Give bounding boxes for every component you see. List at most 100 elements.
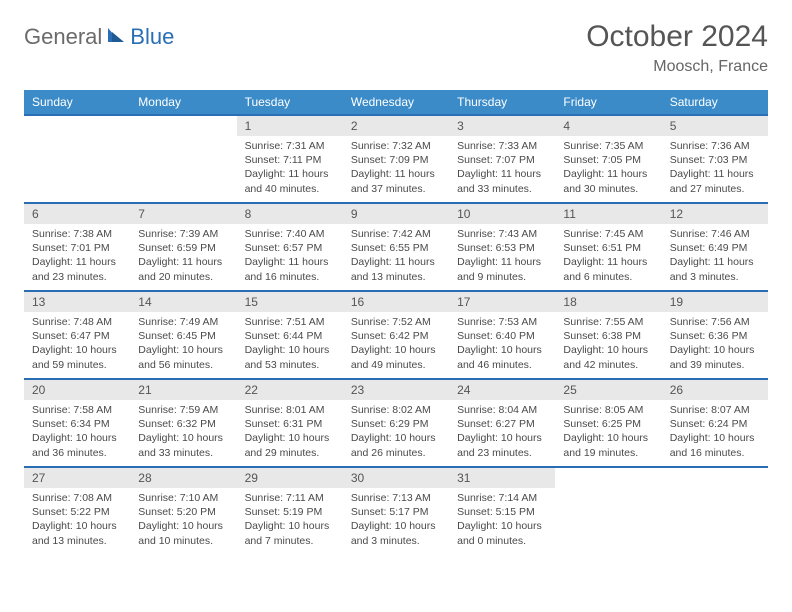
day-body: Sunrise: 7:55 AMSunset: 6:38 PMDaylight:… bbox=[555, 312, 661, 378]
day-body: Sunrise: 7:42 AMSunset: 6:55 PMDaylight:… bbox=[343, 224, 449, 290]
day-line: Sunset: 7:01 PM bbox=[32, 241, 122, 255]
day-number: 8 bbox=[237, 204, 343, 224]
day-cell: 1Sunrise: 7:31 AMSunset: 7:11 PMDaylight… bbox=[237, 115, 343, 203]
day-cell: 3Sunrise: 7:33 AMSunset: 7:07 PMDaylight… bbox=[449, 115, 555, 203]
day-number: 25 bbox=[555, 380, 661, 400]
day-number: 20 bbox=[24, 380, 130, 400]
title-block: October 2024 Moosch, France bbox=[586, 20, 768, 76]
week-row: 1Sunrise: 7:31 AMSunset: 7:11 PMDaylight… bbox=[24, 115, 768, 203]
day-line: Daylight: 10 hours bbox=[563, 343, 653, 357]
day-line: and 53 minutes. bbox=[245, 358, 335, 372]
logo-sail-icon bbox=[106, 26, 126, 49]
day-line: and 16 minutes. bbox=[245, 270, 335, 284]
day-body: Sunrise: 7:56 AMSunset: 6:36 PMDaylight:… bbox=[662, 312, 768, 378]
day-line: Daylight: 11 hours bbox=[457, 167, 547, 181]
day-line: Daylight: 10 hours bbox=[457, 343, 547, 357]
day-line: Daylight: 10 hours bbox=[138, 431, 228, 445]
day-line: Sunrise: 7:43 AM bbox=[457, 227, 547, 241]
day-line: and 33 minutes. bbox=[138, 446, 228, 460]
day-body: Sunrise: 7:48 AMSunset: 6:47 PMDaylight:… bbox=[24, 312, 130, 378]
day-body: Sunrise: 7:35 AMSunset: 7:05 PMDaylight:… bbox=[555, 136, 661, 202]
day-body: Sunrise: 7:43 AMSunset: 6:53 PMDaylight:… bbox=[449, 224, 555, 290]
day-cell: 13Sunrise: 7:48 AMSunset: 6:47 PMDayligh… bbox=[24, 291, 130, 379]
day-line: Daylight: 10 hours bbox=[245, 343, 335, 357]
day-line: Sunrise: 7:08 AM bbox=[32, 491, 122, 505]
day-header: Wednesday bbox=[343, 90, 449, 115]
day-cell: 27Sunrise: 7:08 AMSunset: 5:22 PMDayligh… bbox=[24, 467, 130, 555]
day-line: Daylight: 10 hours bbox=[670, 431, 760, 445]
day-line: Daylight: 11 hours bbox=[245, 255, 335, 269]
day-line: Sunrise: 7:58 AM bbox=[32, 403, 122, 417]
day-line: Sunrise: 8:04 AM bbox=[457, 403, 547, 417]
day-number: 1 bbox=[237, 116, 343, 136]
day-line: Sunrise: 8:05 AM bbox=[563, 403, 653, 417]
day-cell: 25Sunrise: 8:05 AMSunset: 6:25 PMDayligh… bbox=[555, 379, 661, 467]
day-line: and 3 minutes. bbox=[351, 534, 441, 548]
day-line: Sunset: 6:51 PM bbox=[563, 241, 653, 255]
day-header: Tuesday bbox=[237, 90, 343, 115]
day-line: Sunrise: 7:10 AM bbox=[138, 491, 228, 505]
day-number: 14 bbox=[130, 292, 236, 312]
day-line: and 33 minutes. bbox=[457, 182, 547, 196]
day-number: 18 bbox=[555, 292, 661, 312]
day-line: Daylight: 11 hours bbox=[670, 255, 760, 269]
day-line: Daylight: 11 hours bbox=[670, 167, 760, 181]
day-cell: 15Sunrise: 7:51 AMSunset: 6:44 PMDayligh… bbox=[237, 291, 343, 379]
day-line: Daylight: 10 hours bbox=[138, 519, 228, 533]
day-line: Sunset: 6:49 PM bbox=[670, 241, 760, 255]
day-cell: 14Sunrise: 7:49 AMSunset: 6:45 PMDayligh… bbox=[130, 291, 236, 379]
day-body: Sunrise: 8:01 AMSunset: 6:31 PMDaylight:… bbox=[237, 400, 343, 466]
day-cell: 11Sunrise: 7:45 AMSunset: 6:51 PMDayligh… bbox=[555, 203, 661, 291]
day-line: Sunrise: 7:51 AM bbox=[245, 315, 335, 329]
day-number: 17 bbox=[449, 292, 555, 312]
day-body: Sunrise: 7:32 AMSunset: 7:09 PMDaylight:… bbox=[343, 136, 449, 202]
day-line: Sunrise: 7:59 AM bbox=[138, 403, 228, 417]
day-cell: 7Sunrise: 7:39 AMSunset: 6:59 PMDaylight… bbox=[130, 203, 236, 291]
day-body: Sunrise: 8:05 AMSunset: 6:25 PMDaylight:… bbox=[555, 400, 661, 466]
day-line: and 40 minutes. bbox=[245, 182, 335, 196]
day-line: Sunrise: 7:52 AM bbox=[351, 315, 441, 329]
day-body: Sunrise: 7:46 AMSunset: 6:49 PMDaylight:… bbox=[662, 224, 768, 290]
calendar-table: SundayMondayTuesdayWednesdayThursdayFrid… bbox=[24, 90, 768, 555]
day-number bbox=[130, 116, 236, 136]
day-body bbox=[130, 136, 236, 145]
day-line: Daylight: 10 hours bbox=[351, 431, 441, 445]
day-header: Monday bbox=[130, 90, 236, 115]
day-line: Daylight: 10 hours bbox=[563, 431, 653, 445]
day-body: Sunrise: 7:59 AMSunset: 6:32 PMDaylight:… bbox=[130, 400, 236, 466]
day-line: and 49 minutes. bbox=[351, 358, 441, 372]
day-body: Sunrise: 7:53 AMSunset: 6:40 PMDaylight:… bbox=[449, 312, 555, 378]
day-body: Sunrise: 7:33 AMSunset: 7:07 PMDaylight:… bbox=[449, 136, 555, 202]
day-number: 15 bbox=[237, 292, 343, 312]
day-cell bbox=[555, 467, 661, 555]
day-line: Daylight: 11 hours bbox=[138, 255, 228, 269]
day-cell: 6Sunrise: 7:38 AMSunset: 7:01 PMDaylight… bbox=[24, 203, 130, 291]
day-line: Daylight: 10 hours bbox=[457, 519, 547, 533]
day-body: Sunrise: 7:49 AMSunset: 6:45 PMDaylight:… bbox=[130, 312, 236, 378]
day-body: Sunrise: 7:08 AMSunset: 5:22 PMDaylight:… bbox=[24, 488, 130, 554]
day-line: Sunset: 5:15 PM bbox=[457, 505, 547, 519]
day-line: and 23 minutes. bbox=[32, 270, 122, 284]
day-header-row: SundayMondayTuesdayWednesdayThursdayFrid… bbox=[24, 90, 768, 115]
day-number: 31 bbox=[449, 468, 555, 488]
day-line: and 30 minutes. bbox=[563, 182, 653, 196]
day-cell bbox=[662, 467, 768, 555]
day-cell: 19Sunrise: 7:56 AMSunset: 6:36 PMDayligh… bbox=[662, 291, 768, 379]
day-body: Sunrise: 7:58 AMSunset: 6:34 PMDaylight:… bbox=[24, 400, 130, 466]
day-line: and 19 minutes. bbox=[563, 446, 653, 460]
day-line: Sunset: 6:34 PM bbox=[32, 417, 122, 431]
day-body: Sunrise: 7:52 AMSunset: 6:42 PMDaylight:… bbox=[343, 312, 449, 378]
day-cell bbox=[24, 115, 130, 203]
week-row: 6Sunrise: 7:38 AMSunset: 7:01 PMDaylight… bbox=[24, 203, 768, 291]
day-body: Sunrise: 8:04 AMSunset: 6:27 PMDaylight:… bbox=[449, 400, 555, 466]
day-line: and 29 minutes. bbox=[245, 446, 335, 460]
day-number: 28 bbox=[130, 468, 236, 488]
day-line: and 27 minutes. bbox=[670, 182, 760, 196]
day-header: Thursday bbox=[449, 90, 555, 115]
day-body: Sunrise: 8:07 AMSunset: 6:24 PMDaylight:… bbox=[662, 400, 768, 466]
day-line: and 39 minutes. bbox=[670, 358, 760, 372]
week-row: 27Sunrise: 7:08 AMSunset: 5:22 PMDayligh… bbox=[24, 467, 768, 555]
day-body: Sunrise: 7:39 AMSunset: 6:59 PMDaylight:… bbox=[130, 224, 236, 290]
day-line: Daylight: 10 hours bbox=[32, 519, 122, 533]
day-line: Sunset: 6:57 PM bbox=[245, 241, 335, 255]
